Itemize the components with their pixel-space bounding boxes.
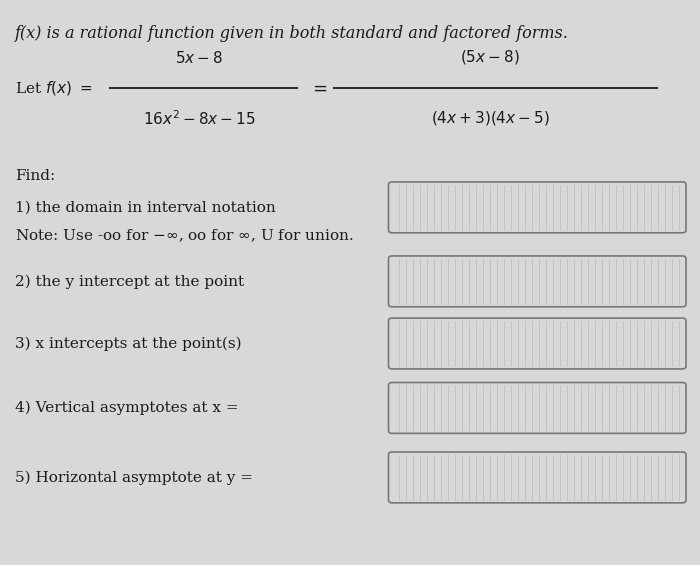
Text: 2) the y intercept at the point: 2) the y intercept at the point <box>15 274 244 289</box>
Text: Let $f(x)\ =$: Let $f(x)\ =$ <box>15 79 93 97</box>
Text: $5x-8$: $5x-8$ <box>176 50 223 66</box>
Text: $16x^2-8x-15$: $16x^2-8x-15$ <box>144 109 256 128</box>
Text: 3) x intercepts at the point(s): 3) x intercepts at the point(s) <box>15 336 242 351</box>
Text: 1) the domain in interval notation: 1) the domain in interval notation <box>15 201 276 214</box>
Text: f(x) is a rational function given in both standard and factored forms.: f(x) is a rational function given in bot… <box>15 25 569 42</box>
Text: Find:: Find: <box>15 170 56 184</box>
Text: 5) Horizontal asymptote at y =: 5) Horizontal asymptote at y = <box>15 470 253 485</box>
Text: Note: Use -oo for $-\infty$, oo for $\infty$, U for union.: Note: Use -oo for $-\infty$, oo for $\in… <box>15 227 354 244</box>
Text: $(5x-8)$: $(5x-8)$ <box>460 48 520 66</box>
Text: 4) Vertical asymptotes at x =: 4) Vertical asymptotes at x = <box>15 401 239 415</box>
Text: $=$: $=$ <box>309 79 328 97</box>
Text: $(4x+3)(4x-5)$: $(4x+3)(4x-5)$ <box>430 109 550 127</box>
